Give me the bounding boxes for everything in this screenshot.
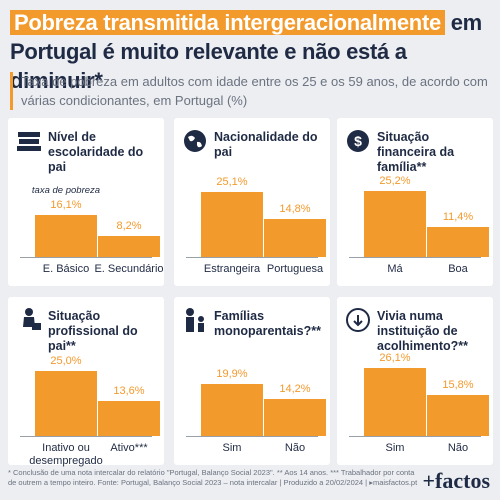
baseline <box>349 436 481 437</box>
value-label: 25,1% <box>216 175 248 188</box>
category-label: E. Básico <box>42 263 90 275</box>
value-label: 16,1% <box>50 199 82 212</box>
icon <box>184 130 206 152</box>
category-label: Estrangeira <box>203 263 261 275</box>
baseline <box>349 257 481 258</box>
panel: Situação profissional do pai** 25,0% Inati… <box>8 297 164 467</box>
bar <box>98 235 160 257</box>
panel: Famílias monoparentais?** 19,9% Sim 14,2% Nã… <box>174 297 330 465</box>
value-label: 25,2% <box>379 175 411 188</box>
panel-title: Vivia numa instituição de acolhimento?** <box>377 309 468 353</box>
title: Pobreza transmitida intergeracionalmente… <box>10 8 495 95</box>
value-label: 26,1% <box>379 352 411 365</box>
bar <box>364 368 426 436</box>
icon: $ <box>347 130 369 152</box>
baseline <box>186 257 318 258</box>
category-label: Ativo*** <box>110 442 148 454</box>
baseline <box>186 436 318 437</box>
category-label: E. Secundário <box>94 263 164 275</box>
panel: Nacionalidade do pai 25,1% Estrangeira 14,8… <box>174 118 330 286</box>
icon <box>23 308 41 330</box>
icon <box>346 308 370 332</box>
baseline <box>20 257 152 258</box>
bar <box>98 400 160 436</box>
bar <box>35 215 97 257</box>
icon <box>17 132 41 151</box>
logo: +factos <box>422 468 490 493</box>
value-label: 25,0% <box>50 355 82 367</box>
bar <box>427 394 489 436</box>
bar <box>264 399 326 436</box>
title-rest: em Portugal é muito relevante e não está… <box>10 10 482 93</box>
value-label: 11,4% <box>442 211 474 224</box>
annotation: taxa de pobreza <box>31 185 101 197</box>
bar <box>201 191 263 257</box>
category-label: Não <box>447 442 469 454</box>
category-label: Boa <box>448 263 468 275</box>
bar <box>35 371 97 436</box>
category-label: Sim <box>385 442 405 454</box>
value-label: 14,8% <box>279 202 311 215</box>
panel: Vivia numa instituição de acolhimento?**… <box>337 297 493 465</box>
footnote: * Conclusão de uma nota intercalar do re… <box>8 468 418 487</box>
title-highlight: Pobreza transmitida intergeracionalmente <box>10 10 445 35</box>
bar <box>201 384 263 436</box>
category-label: Não <box>284 442 306 454</box>
value-label: 19,9% <box>216 368 248 381</box>
panel-title: Famílias monoparentais?** <box>214 309 321 338</box>
subtitle: Taxa de pobreza em adultos com idade ent… <box>10 72 491 110</box>
value-label: 15,8% <box>442 378 474 391</box>
panel: Nível de escolaridade do pai 16,1% E. Bási… <box>8 118 164 286</box>
category-label: Sim <box>222 442 242 454</box>
panel-title: Nacionalidade do pai <box>214 130 318 159</box>
panel-title: Situação profissional do pai** <box>48 309 138 353</box>
value-label: 8,2% <box>116 219 142 232</box>
bar <box>364 191 426 257</box>
value-label: 13,6% <box>113 384 145 397</box>
category-label: Inativo ou desempregado <box>29 442 103 467</box>
icon <box>186 308 204 332</box>
svg-text:$: $ <box>354 133 362 149</box>
value-label: 14,2% <box>279 383 311 396</box>
panel-title: Nível de escolaridade do pai <box>48 130 144 174</box>
baseline <box>20 436 152 437</box>
bar <box>264 218 326 257</box>
panel-title: Situação financeira da família** <box>377 130 455 174</box>
bar <box>427 227 489 257</box>
panel: $ Situação financeira da família** 25,2% Má… <box>337 118 493 286</box>
category-label: Má <box>387 263 403 275</box>
category-label: Portuguesa <box>266 263 324 275</box>
